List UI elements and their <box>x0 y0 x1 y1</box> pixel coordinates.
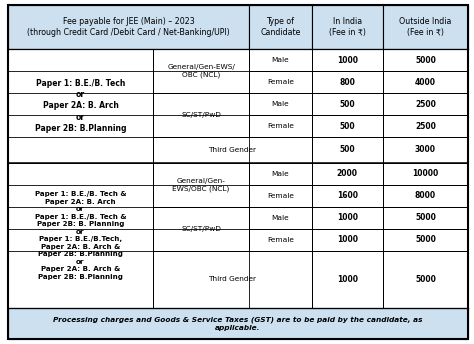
Text: 2500: 2500 <box>415 121 436 130</box>
Text: 1000: 1000 <box>337 235 358 245</box>
Text: 4000: 4000 <box>415 77 436 87</box>
Bar <box>383 49 468 71</box>
Bar <box>311 229 383 251</box>
Text: 800: 800 <box>339 77 355 87</box>
Text: Female: Female <box>267 123 294 129</box>
Bar <box>153 207 249 251</box>
Bar <box>383 251 468 308</box>
Text: 5000: 5000 <box>415 275 436 284</box>
Text: 5000: 5000 <box>415 235 436 245</box>
Bar <box>383 207 468 229</box>
Text: Male: Male <box>272 101 289 107</box>
Bar <box>249 71 311 93</box>
Text: General/Gen-EWS/
OBC (NCL): General/Gen-EWS/ OBC (NCL) <box>167 64 235 78</box>
Bar <box>249 49 311 71</box>
Text: 8000: 8000 <box>415 192 436 201</box>
Bar <box>249 115 311 137</box>
Bar <box>8 163 153 308</box>
Text: Third Gender: Third Gender <box>208 147 256 153</box>
Text: 500: 500 <box>339 146 355 154</box>
Bar <box>153 137 311 163</box>
Bar <box>311 251 383 308</box>
Bar <box>249 229 311 251</box>
Bar <box>383 5 468 49</box>
Text: Male: Male <box>272 171 289 177</box>
Bar <box>249 185 311 207</box>
Bar <box>249 163 311 185</box>
Bar <box>311 163 383 185</box>
Bar <box>249 93 311 115</box>
Bar <box>383 185 468 207</box>
Text: Female: Female <box>267 237 294 243</box>
Text: Third Gender: Third Gender <box>208 277 256 282</box>
Bar <box>249 207 311 229</box>
Bar <box>383 71 468 93</box>
Bar <box>383 163 468 185</box>
Bar <box>249 5 311 49</box>
Bar <box>153 251 311 308</box>
Bar <box>383 137 468 163</box>
Text: In India
(Fee in ₹): In India (Fee in ₹) <box>329 17 365 37</box>
Bar <box>311 115 383 137</box>
Text: 5000: 5000 <box>415 214 436 223</box>
Text: Male: Male <box>272 57 289 63</box>
Text: 1000: 1000 <box>337 214 358 223</box>
Text: Paper 1: B.E./B. Tech &
Paper 2A: B. Arch
or
Paper 1: B.E./B. Tech &
Paper 2B: B: Paper 1: B.E./B. Tech & Paper 2A: B. Arc… <box>35 191 126 280</box>
Text: 3000: 3000 <box>415 146 436 154</box>
Text: Type of
Candidate: Type of Candidate <box>260 17 301 37</box>
Text: 1000: 1000 <box>337 55 358 65</box>
Text: Female: Female <box>267 193 294 199</box>
Bar <box>311 185 383 207</box>
Bar <box>153 163 249 207</box>
Text: Paper 1: B.E./B. Tech
or
Paper 2A: B. Arch
or
Paper 2B: B.Planning: Paper 1: B.E./B. Tech or Paper 2A: B. Ar… <box>35 79 126 133</box>
Bar <box>311 207 383 229</box>
Bar <box>311 5 383 49</box>
Bar <box>153 93 249 137</box>
Bar <box>311 71 383 93</box>
Text: 5000: 5000 <box>415 55 436 65</box>
Text: 2000: 2000 <box>337 170 358 179</box>
Text: Female: Female <box>267 79 294 85</box>
Bar <box>311 137 383 163</box>
Text: 1000: 1000 <box>337 275 358 284</box>
Text: 10000: 10000 <box>412 170 438 179</box>
Bar <box>8 49 153 163</box>
Text: Processing charges and Goods & Service Taxes (GST) are to be paid by the candida: Processing charges and Goods & Service T… <box>53 316 423 331</box>
Bar <box>383 229 468 251</box>
Bar <box>8 308 468 339</box>
Text: SC/ST/PwD: SC/ST/PwD <box>181 226 221 232</box>
Text: SC/ST/PwD: SC/ST/PwD <box>181 112 221 118</box>
Bar <box>383 115 468 137</box>
Text: 1600: 1600 <box>337 192 358 201</box>
Bar <box>311 49 383 71</box>
Bar <box>153 49 249 93</box>
Text: Male: Male <box>272 215 289 221</box>
Bar <box>311 93 383 115</box>
Text: 2500: 2500 <box>415 99 436 109</box>
Text: 500: 500 <box>339 99 355 109</box>
Text: General/Gen-
EWS/OBC (NCL): General/Gen- EWS/OBC (NCL) <box>173 178 230 192</box>
Text: 500: 500 <box>339 121 355 130</box>
Bar <box>8 5 249 49</box>
Text: Outside India
(Fee in ₹): Outside India (Fee in ₹) <box>399 17 452 37</box>
Bar <box>383 93 468 115</box>
Text: Fee payable for JEE (Main) – 2023
(through Credit Card /Debit Card / Net-Banking: Fee payable for JEE (Main) – 2023 (throu… <box>27 17 230 37</box>
